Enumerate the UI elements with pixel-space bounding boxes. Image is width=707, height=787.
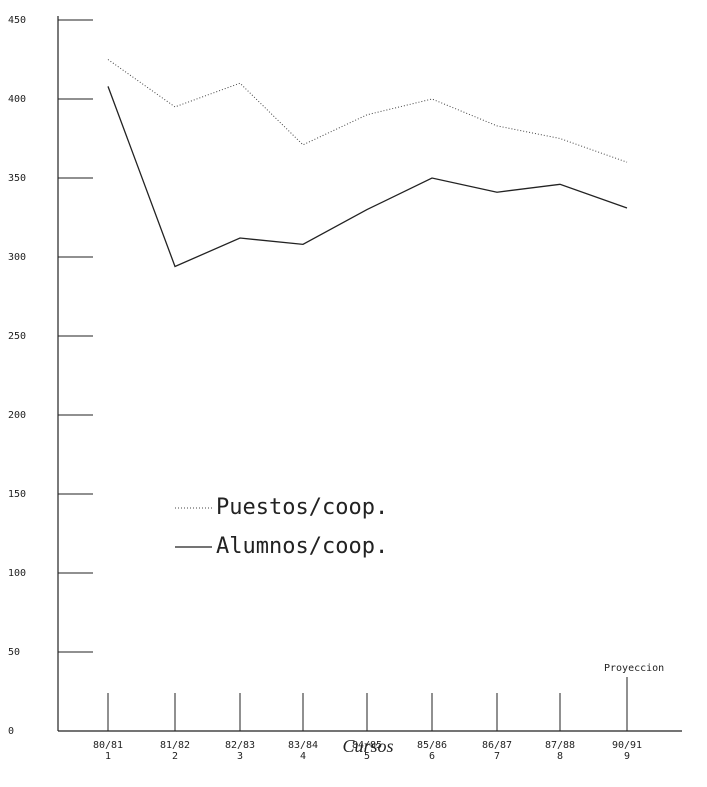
series-line (107, 86, 628, 268)
series-line (107, 59, 628, 163)
x-tick-label: 85/86 (417, 740, 447, 751)
x-tick-label: 83/84 (288, 740, 318, 751)
y-tick-label: 50 (8, 647, 20, 658)
x-tick-number: 6 (429, 751, 435, 762)
x-tick-number: 1 (105, 751, 111, 762)
x-tick-label: 84/85 (352, 740, 382, 751)
y-tick-label: 150 (8, 489, 26, 500)
y-tick-label: 450 (8, 15, 26, 26)
x-tick-label: 90/91 (612, 740, 642, 751)
y-tick-label: 400 (8, 94, 26, 105)
x-tick-number: 3 (237, 751, 243, 762)
y-tick-label: 350 (8, 173, 26, 184)
x-tick-label: 86/87 (482, 740, 512, 751)
x-tick-number: 2 (172, 751, 178, 762)
y-tick-label: 250 (8, 331, 26, 342)
x-tick-label: 80/81 (93, 740, 123, 751)
x-axis-title: Cursos (342, 736, 393, 756)
x-tick-number: 8 (557, 751, 563, 762)
x-tick-number: 7 (494, 751, 500, 762)
x-tick-label: 82/83 (225, 740, 255, 751)
y-tick-label: 0 (8, 726, 14, 737)
x-tick-label: 87/88 (545, 740, 575, 751)
y-tick-label: 100 (8, 568, 26, 579)
x-tick-number: 9 (624, 751, 630, 762)
y-tick-label: 200 (8, 410, 26, 421)
y-tick-label: 300 (8, 252, 26, 263)
x-tick-number: 5 (364, 751, 370, 762)
annotation: Proyeccion (604, 663, 664, 674)
legend-label: Alumnos/coop. (216, 534, 388, 559)
legend-label: Puestos/coop. (216, 495, 388, 520)
x-tick-label: 81/82 (160, 740, 190, 751)
x-tick-number: 4 (300, 751, 306, 762)
